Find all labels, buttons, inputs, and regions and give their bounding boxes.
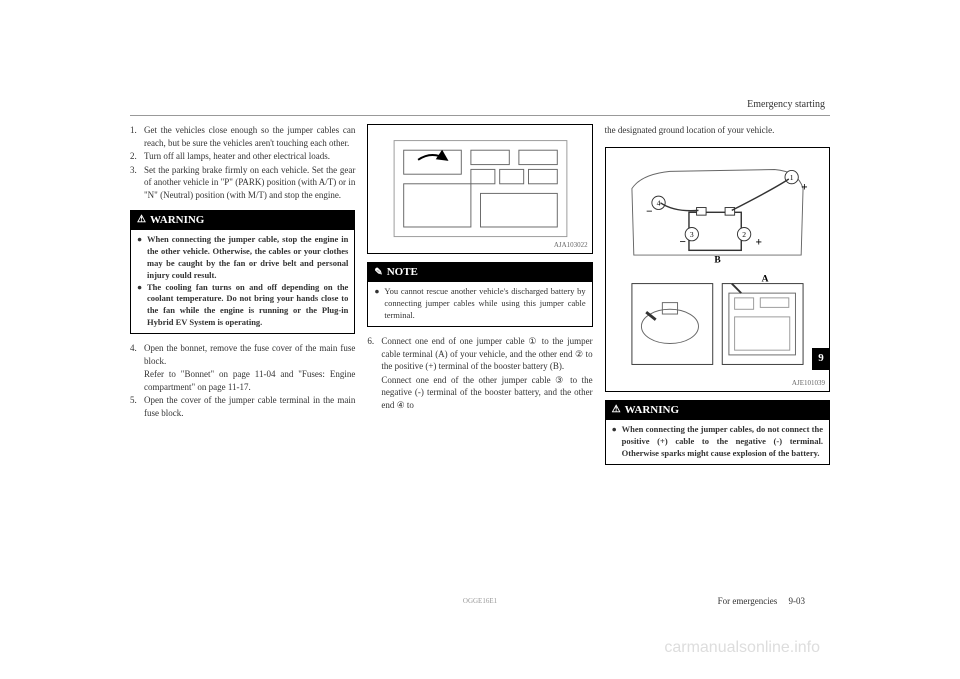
continuation-text: the designated ground location of your v… xyxy=(605,124,830,137)
step-number: 5. xyxy=(130,394,144,419)
step-text: Set the parking brake firmly on each veh… xyxy=(144,164,355,202)
warning-text: When connecting the jumper cables, do no… xyxy=(622,424,823,460)
warning-box-2: ⚠ WARNING ● When connecting the jumper c… xyxy=(605,400,830,465)
warning-title: WARNING xyxy=(150,213,204,228)
svg-text:A: A xyxy=(761,274,768,284)
bullet-icon: ● xyxy=(137,282,147,330)
battery-diagram: B 1 + 2 + 3 − 4 − A xyxy=(617,160,818,379)
step-text: Get the vehicles close enough so the jum… xyxy=(144,124,355,149)
footer-section-page: For emergencies 9-03 xyxy=(718,595,820,608)
step-number: 2. xyxy=(130,150,144,163)
step-text: Connect one end of one jumper cable ① to… xyxy=(381,335,592,373)
step-number: 4. xyxy=(130,342,144,367)
svg-text:−: − xyxy=(646,206,653,218)
steps-list-c: 6. Connect one end of one jumper cable ①… xyxy=(367,335,592,412)
header-divider xyxy=(130,115,830,116)
step-text-cont: Connect one end of the other jumper cabl… xyxy=(381,374,592,412)
bullet-icon: ● xyxy=(612,424,622,460)
chapter-tab: 9 xyxy=(812,348,830,370)
svg-text:−: − xyxy=(679,236,686,248)
warning-text: The cooling fan turns on and off dependi… xyxy=(147,282,348,330)
warning-header: ⚠ WARNING xyxy=(606,401,829,420)
step-text: Open the bonnet, remove the fuse cover o… xyxy=(144,342,355,367)
column-3: the designated ground location of your v… xyxy=(605,124,830,473)
footer-section: For emergencies xyxy=(718,596,778,606)
step-number: 3. xyxy=(130,164,144,202)
column-1: 1. Get the vehicles close enough so the … xyxy=(130,124,355,473)
svg-text:3: 3 xyxy=(690,230,694,239)
svg-text:+: + xyxy=(801,181,808,193)
step-number: 6. xyxy=(367,335,381,373)
section-title: Emergency starting xyxy=(130,98,830,112)
figure-label: AJE101039 xyxy=(792,379,825,389)
bullet-icon: ● xyxy=(137,234,147,282)
watermark: carmanualsonline.info xyxy=(664,637,820,659)
warning-text: When connecting the jumper cable, stop t… xyxy=(147,234,348,282)
steps-list-a: 1. Get the vehicles close enough so the … xyxy=(130,124,355,202)
step-text: Open the cover of the jumper cable termi… xyxy=(144,394,355,419)
doc-code: OGGE16E1 xyxy=(463,597,497,607)
warning-icon: ⚠ xyxy=(612,403,621,417)
svg-text:+: + xyxy=(755,236,762,248)
warning-title: WARNING xyxy=(625,403,679,418)
svg-text:4: 4 xyxy=(656,198,660,207)
warning-box-1: ⚠ WARNING ● When connecting the jumper c… xyxy=(130,210,355,335)
note-icon: ✎ xyxy=(374,266,382,280)
step-number: 1. xyxy=(130,124,144,149)
steps-list-b: 4. Open the bonnet, remove the fuse cove… xyxy=(130,342,355,420)
svg-text:B: B xyxy=(714,255,721,265)
note-title: NOTE xyxy=(387,265,418,280)
page-footer: OGGE16E1 For emergencies 9-03 xyxy=(130,595,830,608)
column-2: AJA103022 ✎ NOTE ● You cannot rescue ano… xyxy=(367,124,592,473)
footer-page: 9-03 xyxy=(789,596,806,606)
fuse-box-diagram xyxy=(380,131,581,246)
step-subtext: Refer to "Bonnet" on page 11-04 and "Fus… xyxy=(144,368,355,393)
bullet-icon: ● xyxy=(374,286,384,322)
note-header: ✎ NOTE xyxy=(368,263,591,282)
svg-text:2: 2 xyxy=(742,230,746,239)
note-text: You cannot rescue another vehicle's disc… xyxy=(384,286,585,322)
figure-label: AJA103022 xyxy=(554,241,588,251)
warning-header: ⚠ WARNING xyxy=(131,211,354,230)
step-text: Turn off all lamps, heater and other ele… xyxy=(144,150,355,163)
note-box: ✎ NOTE ● You cannot rescue another vehic… xyxy=(367,262,592,327)
warning-icon: ⚠ xyxy=(137,213,146,227)
svg-text:1: 1 xyxy=(790,173,794,182)
figure-fuse-box: AJA103022 xyxy=(367,124,592,254)
figure-battery-connection: B 1 + 2 + 3 − 4 − A xyxy=(605,147,830,392)
